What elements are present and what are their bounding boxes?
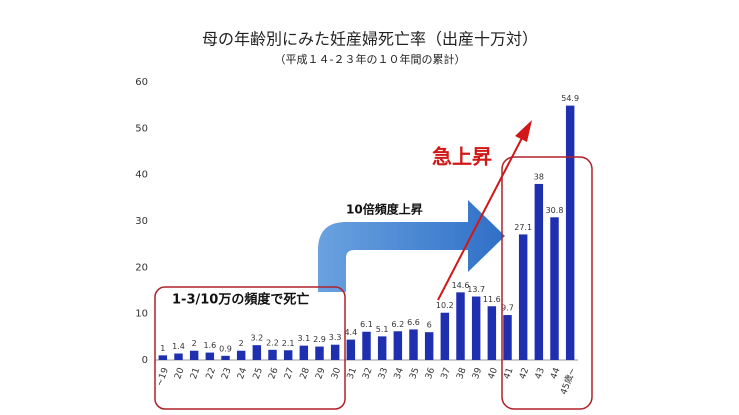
y-tick-label: 10 [135,309,148,320]
data-label: 54.9 [561,94,579,103]
annotation: 10倍頻度上昇 [346,202,423,217]
data-label: 9.7 [501,304,514,313]
data-label: 2.2 [266,338,279,347]
x-tick-label: 31 [346,366,359,380]
x-tick-label: 29 [314,366,327,380]
chart-title: 母の年齢別にみた妊産婦死亡率（出産十万対） [202,30,538,49]
y-tick-label: 20 [135,262,148,273]
x-tick-label: 39 [471,366,484,380]
x-tick-label: 26 [267,366,280,380]
bar [550,217,559,360]
bar [393,331,403,360]
x-tick-label: 36 [424,366,437,380]
data-label: 5.1 [376,325,389,334]
bar [346,339,356,360]
data-label: 6.1 [360,320,373,329]
bar [362,331,371,360]
bar [221,355,230,360]
low-box [154,286,346,410]
x-tick-label: 35 [408,366,421,380]
annotation: 1-3/10万の頻度で死亡 [172,292,309,308]
chart-subtitle: （平成１４-２３年の１０年間の累計） [275,52,466,66]
x-tick-label: 30 [330,366,343,380]
x-tick-label: 42 [518,366,531,380]
high-box [501,156,593,410]
x-tick-label: 41 [502,366,515,380]
data-label: 3.2 [250,334,263,343]
bar [205,352,215,360]
data-label: 2.1 [282,339,295,348]
bar [299,345,309,360]
red-arrowhead [515,120,532,142]
x-tick-label: 34 [393,366,406,380]
x-tick-label: 40 [487,366,500,380]
data-label: 2 [239,339,244,348]
y-tick-label: 0 [142,355,148,366]
data-label: 38 [534,172,544,181]
x-tick-label: 28 [299,366,312,380]
data-label: 1.4 [172,342,185,351]
x-tick-label: 43 [534,366,547,380]
x-tick-label: 22 [205,366,218,380]
x-tick-label: 44 [549,366,562,380]
data-label: 10.2 [436,301,454,310]
data-label: 27.1 [514,223,532,232]
data-label: 3.3 [329,333,342,342]
y-tick-label: 50 [135,123,148,134]
data-label: 3.1 [297,334,310,343]
bar [315,346,324,360]
bar [377,336,387,360]
plot: 0102030405060~191201.4212221.6230.924225… [135,77,579,396]
bar [456,292,465,360]
y-tick-label: 30 [135,216,148,227]
bar [424,332,434,360]
data-label: 0.9 [219,344,232,353]
bar [440,312,450,360]
bar [565,105,575,360]
x-tick-label: 25 [252,366,265,380]
data-label: 6.6 [407,318,420,327]
data-label: 30.8 [546,206,564,215]
x-tick-label: 21 [189,366,202,380]
bar [518,234,528,360]
data-label: 6 [427,321,432,330]
red-arrow [437,133,525,301]
x-tick-label: 24 [236,366,249,380]
y-tick-label: 40 [135,170,148,181]
x-tick-label: 33 [377,366,390,380]
data-label: 2.9 [313,335,326,344]
x-tick-label: 38 [455,366,468,380]
x-tick-label: 23 [220,366,233,380]
blue-arrow [318,200,505,292]
bar [158,355,168,360]
bar [174,353,183,360]
annotation: 急上昇 [432,145,492,169]
bar [503,315,512,360]
data-label: 4.4 [344,328,357,337]
bar [534,183,544,360]
bar [487,306,497,360]
x-tick-label: 32 [361,366,374,380]
data-label: 1 [160,344,165,353]
bar [283,350,293,360]
data-label: 2 [192,339,197,348]
y-tick-label: 60 [135,77,148,88]
x-tick-label: 20 [173,366,186,380]
bar [268,349,277,360]
data-label: 6.2 [391,320,404,329]
bar [409,329,418,360]
bar [471,296,481,360]
bar [236,350,246,360]
data-label: 13.7 [467,285,485,294]
data-label: 14.6 [452,281,470,290]
x-tick-label: 37 [440,366,453,380]
x-tick-label: ~19 [155,366,171,388]
data-label: 11.6 [483,295,501,304]
data-label: 1.6 [203,341,216,350]
x-tick-label: 27 [283,366,296,380]
bar [330,344,340,360]
bar [252,345,262,360]
bar [189,350,199,360]
